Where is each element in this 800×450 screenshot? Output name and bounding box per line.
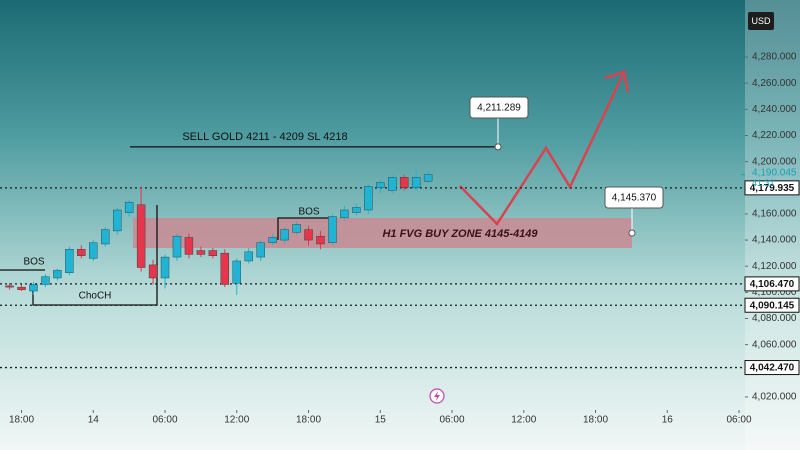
x-tick-label: 15 xyxy=(375,415,387,426)
candle-body xyxy=(172,235,182,258)
callout-dot xyxy=(494,143,502,151)
y-tick-label: 4,060.000 xyxy=(752,339,797,350)
candle-body xyxy=(220,252,230,285)
candle-body xyxy=(256,242,265,258)
callout-label: 4,211.289 xyxy=(477,103,521,114)
candle-body xyxy=(29,284,38,292)
x-tick-label: 06:00 xyxy=(153,415,178,426)
x-tick-label: 18:00 xyxy=(296,415,321,426)
candle-body xyxy=(136,204,146,268)
candle-body xyxy=(388,177,397,191)
buy-zone-label: H1 FVG BUY ZONE 4145-4149 xyxy=(382,228,538,240)
candle-body xyxy=(292,224,301,233)
candle-body xyxy=(101,229,110,245)
candle-body xyxy=(244,251,253,262)
level-badge xyxy=(744,297,800,313)
candle-body xyxy=(376,182,385,188)
buy-zone xyxy=(133,218,632,248)
level-badge xyxy=(744,360,800,376)
candle-body xyxy=(41,276,50,285)
x-tick-label: 06:00 xyxy=(440,415,465,426)
x-tick-label: 12:00 xyxy=(224,415,249,426)
x-tick-label: 06:00 xyxy=(727,415,752,426)
candle-body xyxy=(304,229,313,241)
y-tick-label: 4,100.000 xyxy=(752,287,797,298)
candle-body xyxy=(208,250,218,256)
level-badge xyxy=(744,180,800,196)
candle-body xyxy=(112,209,122,232)
candle-body xyxy=(77,249,86,256)
y-tick-label: 4,120.000 xyxy=(752,261,797,272)
price-axis-area xyxy=(745,0,800,450)
candle-body xyxy=(89,242,98,259)
current-price-label: 4,190.045 xyxy=(752,167,797,178)
candle-body xyxy=(184,237,194,255)
bos-label: BOS xyxy=(298,207,319,218)
y-tick-label: 4,080.000 xyxy=(752,313,797,324)
y-tick-label: 4,220.000 xyxy=(752,130,797,141)
projection-arrow xyxy=(459,71,626,226)
candle-body xyxy=(17,286,26,290)
y-tick-label: 4,020.000 xyxy=(752,392,797,403)
candle-body xyxy=(5,285,14,288)
level-label: 4,179.935 xyxy=(750,183,795,194)
y-tick-label: 4,140.000 xyxy=(752,235,797,246)
choch-label: ChoCH xyxy=(79,291,112,302)
currency-badge xyxy=(748,12,774,30)
candle-body xyxy=(196,250,206,255)
y-tick-label: 4,200.000 xyxy=(752,156,797,167)
bos-label: BOS xyxy=(23,257,44,268)
countdown: 41:31 xyxy=(752,178,775,188)
candle-body xyxy=(232,260,241,284)
callout-box xyxy=(469,96,529,119)
candle-body xyxy=(340,209,349,219)
sell-label: SELL GOLD 4211 - 4209 SL 4218 xyxy=(182,131,347,143)
level-label: 4,106.470 xyxy=(750,279,795,290)
candle-body xyxy=(160,256,170,279)
y-tick-label: 4,260.000 xyxy=(752,78,797,89)
arrow-head xyxy=(604,70,630,93)
candle-body xyxy=(124,201,134,213)
x-tick-label: 12:00 xyxy=(511,415,536,426)
x-tick-label: 18:00 xyxy=(583,415,608,426)
alert-bolt xyxy=(434,391,440,401)
candle-body xyxy=(316,235,325,245)
candle-body xyxy=(148,264,158,279)
level-label: 4,090.145 xyxy=(750,300,795,311)
candle-body xyxy=(399,177,409,188)
currency-label: USD xyxy=(751,16,771,26)
candle-body xyxy=(268,237,277,243)
level-badge xyxy=(744,276,800,292)
y-tick-label: 4,280.000 xyxy=(752,52,797,63)
x-tick-label: 14 xyxy=(88,415,100,426)
candle-body xyxy=(280,229,289,241)
candle-body xyxy=(65,249,74,273)
candle-body xyxy=(352,207,361,213)
x-tick-label: 16 xyxy=(662,415,674,426)
candle-body xyxy=(328,216,337,243)
callout-label: 4,145.370 xyxy=(612,193,657,204)
x-tick-label: 18:00 xyxy=(9,415,34,426)
candle-body xyxy=(364,186,373,211)
callout-dot xyxy=(628,229,636,237)
level-label: 4,042.470 xyxy=(750,363,795,374)
candle-body xyxy=(423,174,433,182)
y-tick-label: 4,160.000 xyxy=(752,209,797,220)
callout-box xyxy=(604,186,664,209)
y-tick-label: 4,240.000 xyxy=(752,104,797,115)
candle-body xyxy=(411,177,421,188)
candle-body xyxy=(53,269,62,279)
